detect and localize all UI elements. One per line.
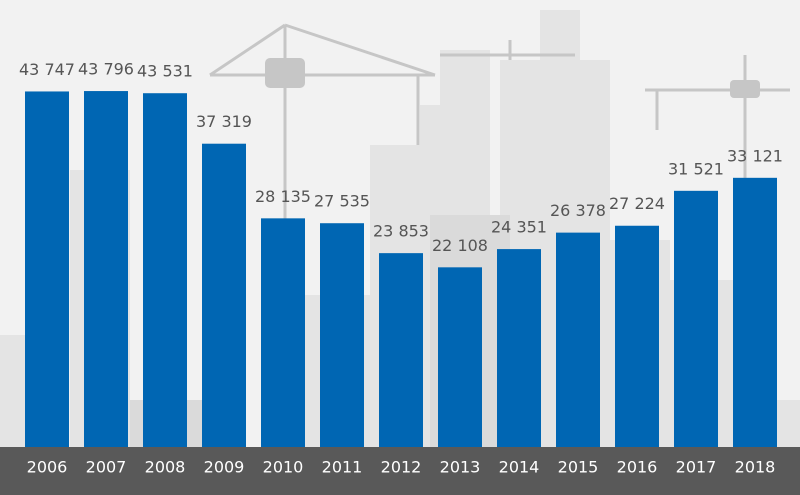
- x-tick-label: 2014: [499, 458, 540, 477]
- bar: [84, 91, 128, 448]
- bar: [261, 218, 305, 447]
- value-label: 43 531: [137, 62, 193, 81]
- value-label: 33 121: [727, 146, 783, 165]
- bar: [438, 267, 482, 447]
- x-tick-label: 2010: [263, 458, 304, 477]
- x-tick-label: 2008: [145, 458, 186, 477]
- bar: [320, 223, 364, 447]
- x-tick-label: 2015: [558, 458, 599, 477]
- value-label: 43 747: [19, 60, 75, 79]
- x-tick-label: 2017: [676, 458, 717, 477]
- x-tick-label: 2011: [322, 458, 363, 477]
- x-tick-label: 2013: [440, 458, 481, 477]
- value-label: 37 319: [196, 112, 252, 131]
- bar: [615, 225, 659, 447]
- bar: [202, 143, 246, 447]
- x-tick-label: 2016: [617, 458, 658, 477]
- bar: [25, 91, 69, 447]
- bar: [733, 177, 777, 448]
- x-tick-label: 2009: [204, 458, 245, 477]
- x-tick-label: 2018: [735, 458, 776, 477]
- x-tick-label: 2007: [86, 458, 127, 477]
- value-label: 43 796: [78, 60, 134, 79]
- bar: [497, 249, 541, 447]
- bar: [556, 232, 600, 447]
- value-label: 23 853: [373, 222, 429, 241]
- bar: [143, 93, 187, 447]
- value-label: 24 351: [491, 218, 547, 237]
- x-tick-label: 2012: [381, 458, 422, 477]
- value-label: 26 378: [550, 201, 606, 220]
- value-label: 27 535: [314, 192, 370, 211]
- x-tick-label: 2006: [27, 458, 68, 477]
- bar: [674, 190, 718, 447]
- value-label: 28 135: [255, 187, 311, 206]
- value-label: 31 521: [668, 159, 724, 178]
- bar: [379, 253, 423, 447]
- value-label: 27 224: [609, 194, 665, 213]
- value-label: 22 108: [432, 236, 488, 255]
